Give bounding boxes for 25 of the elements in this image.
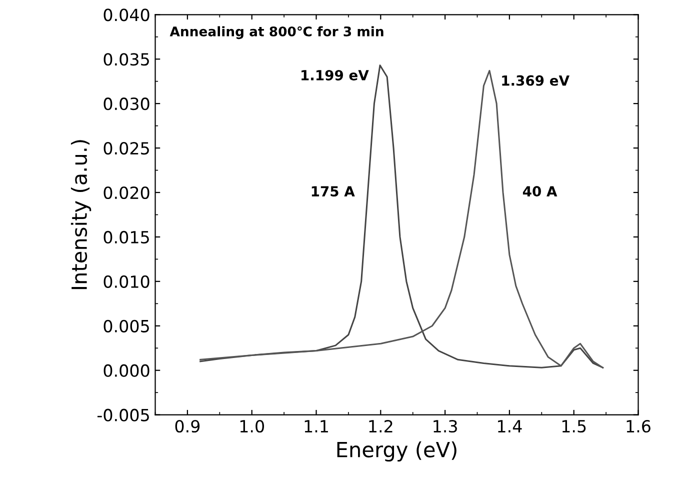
x-tick-label: 1.2: [369, 420, 392, 432]
y-tick-label: 0.035: [104, 53, 149, 66]
x-axis-title: Energy (eV): [337, 441, 456, 462]
x-tick-label: 0.9: [175, 420, 200, 433]
y-tick-label: 0.000: [104, 364, 150, 377]
x-tick-label: 1.6: [626, 420, 650, 433]
x-tick-label: 1.1: [304, 420, 328, 432]
annotation: 1.369 eV: [502, 75, 570, 86]
y-tick-label: 0.025: [104, 142, 149, 155]
annotation: 1.199 eV: [302, 70, 369, 80]
y-tick-label: -0.005: [97, 408, 149, 422]
x-tick-label: 1.3: [434, 420, 457, 433]
series-label: 175 A: [312, 186, 355, 197]
y-tick-label: 0.005: [104, 320, 149, 332]
y-tick-label: 0.015: [104, 230, 149, 244]
y-tick-label: 0.030: [104, 98, 150, 110]
x-tick-label: 1.0: [240, 420, 264, 433]
x-tick-label: 1.5: [562, 420, 586, 433]
y-tick-label: 0.040: [104, 8, 150, 22]
y-tick-label: 0.020: [104, 186, 150, 200]
annotation: Annealing at 800℃ for 3 min: [170, 26, 384, 40]
x-tick-label: 1.4: [498, 420, 522, 432]
series-label: 40 A: [522, 186, 558, 197]
y-axis-title: Intensity (a.u.): [70, 140, 92, 290]
y-tick-label: 0.010: [104, 275, 150, 288]
